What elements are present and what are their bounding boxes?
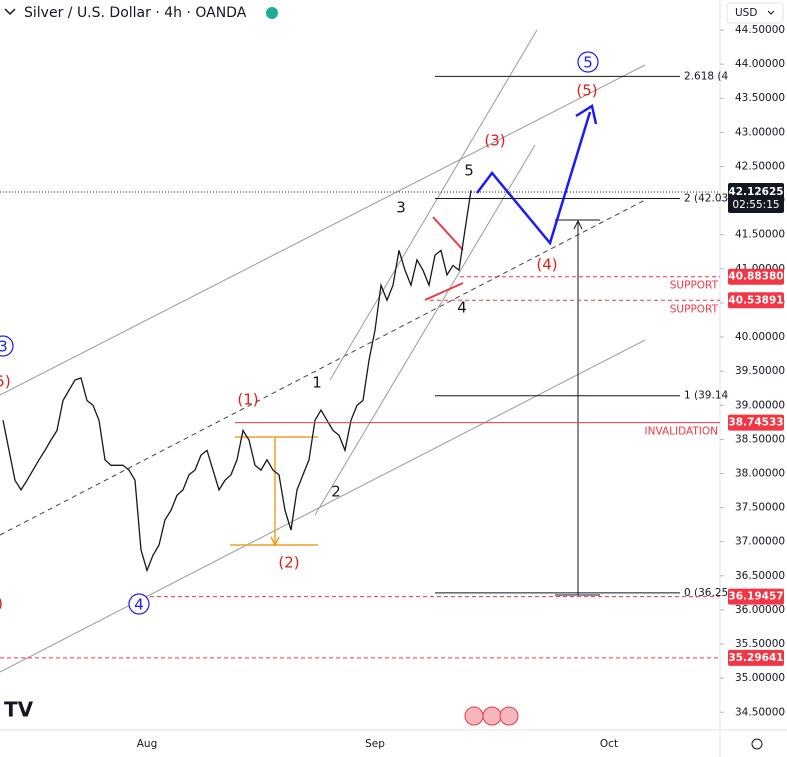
- wave-label: 1: [312, 374, 322, 392]
- wave-circle: [128, 593, 150, 615]
- wave-label: 5: [464, 162, 474, 180]
- wave-label: (3): [484, 132, 505, 150]
- chart-title: Silver / U.S. Dollar · 4h · OANDA: [24, 5, 247, 21]
- price-label-box: [728, 649, 784, 666]
- ruler-arrowhead: [573, 219, 583, 230]
- last-price-label: 42.12625: [728, 186, 783, 198]
- fib-label: 2 (42.03: [684, 193, 728, 205]
- price-label: 35.29641: [728, 652, 783, 664]
- settings-icon[interactable]: [751, 738, 763, 750]
- price-label-box: [728, 414, 784, 431]
- y-tick-label: 34.50000: [735, 706, 785, 718]
- wave-label: (2): [278, 554, 299, 572]
- y-tick-label: 38.00000: [735, 467, 785, 479]
- wave-label: 5): [0, 373, 11, 391]
- steep-channel-lower: [314, 144, 536, 516]
- flags: [464, 706, 519, 726]
- wave-label: 3: [396, 199, 406, 217]
- channel-mid: [0, 199, 646, 536]
- y-tick-label: 44.50000: [735, 24, 785, 36]
- y-tick-label: 39.00000: [735, 399, 785, 411]
- fib-label: 1 (39.14: [684, 390, 728, 402]
- y-tick-label: 35.50000: [735, 638, 785, 650]
- currency-button[interactable]: [726, 2, 784, 24]
- y-tick-label: 36.00000: [735, 604, 785, 616]
- price-label: 38.74533: [728, 417, 783, 429]
- projection: [476, 111, 592, 246]
- triangle-line: [424, 282, 464, 301]
- y-tick-label: 42.50000: [735, 160, 785, 172]
- x-tick-label: Sep: [365, 738, 385, 750]
- y-tick-label: 40.00000: [735, 331, 785, 343]
- price-line: [2, 190, 472, 573]
- market-status: [266, 7, 278, 19]
- wave-label: 5: [583, 54, 593, 72]
- wave-label: (5): [576, 82, 597, 100]
- price-label: 40.88380: [728, 271, 783, 283]
- measure-arrowhead: [270, 536, 280, 547]
- wave-label: 4: [134, 596, 144, 614]
- collapse-icon[interactable]: [4, 8, 16, 16]
- y-tick-label: 37.00000: [735, 536, 785, 548]
- fib-label: 0 (36.25: [684, 587, 728, 599]
- price-label-box: [728, 292, 784, 309]
- y-tick-label: 38.50000: [735, 433, 785, 445]
- channel-upper: [0, 64, 646, 396]
- y-tick-label: 37.50000: [735, 502, 785, 514]
- y-tick-label: 39.50000: [735, 365, 785, 377]
- steep-channel-upper: [329, 29, 538, 381]
- countdown: 02:55:15: [732, 199, 779, 211]
- price-label: 40.53891: [728, 294, 783, 306]
- fib-label: 2.618 (4: [684, 70, 728, 82]
- price-level-note: SUPPORT: [670, 280, 719, 292]
- wave-label: 3: [0, 338, 8, 356]
- logo[interactable]: TV: [4, 698, 34, 722]
- y-tick-label: 36.50000: [735, 570, 785, 582]
- wave-circle: [0, 335, 14, 357]
- wave-label: (4): [536, 256, 557, 274]
- currency[interactable]: USD: [735, 7, 757, 19]
- price-label-box: [728, 268, 784, 285]
- wave-circle: [577, 51, 599, 73]
- wave-label: (1): [237, 391, 258, 409]
- y-tick-label: 41.50000: [735, 229, 785, 241]
- price-level-note: SUPPORT: [670, 303, 719, 315]
- last-price-box: [728, 182, 784, 213]
- drawings: [0, 29, 646, 673]
- x-tick-label: Aug: [137, 738, 158, 750]
- currency-chevron: [767, 10, 775, 15]
- price-label-box: [728, 588, 784, 605]
- price-level-note: INVALIDATION: [645, 426, 719, 438]
- projection-arrowhead: [575, 104, 598, 125]
- y-tick-label: 43.00000: [735, 126, 785, 138]
- price-label: 36.19457: [728, 591, 783, 603]
- wave-label: ): [0, 595, 3, 613]
- wave-label: 4: [457, 299, 467, 317]
- y-tick-label: 43.50000: [735, 92, 785, 104]
- y-tick-label: 35.00000: [735, 672, 785, 684]
- wave-label: 2: [331, 483, 341, 501]
- triangle-line: [432, 216, 464, 251]
- x-tick-label: Oct: [600, 738, 618, 750]
- y-tick-label: 44.00000: [735, 58, 785, 70]
